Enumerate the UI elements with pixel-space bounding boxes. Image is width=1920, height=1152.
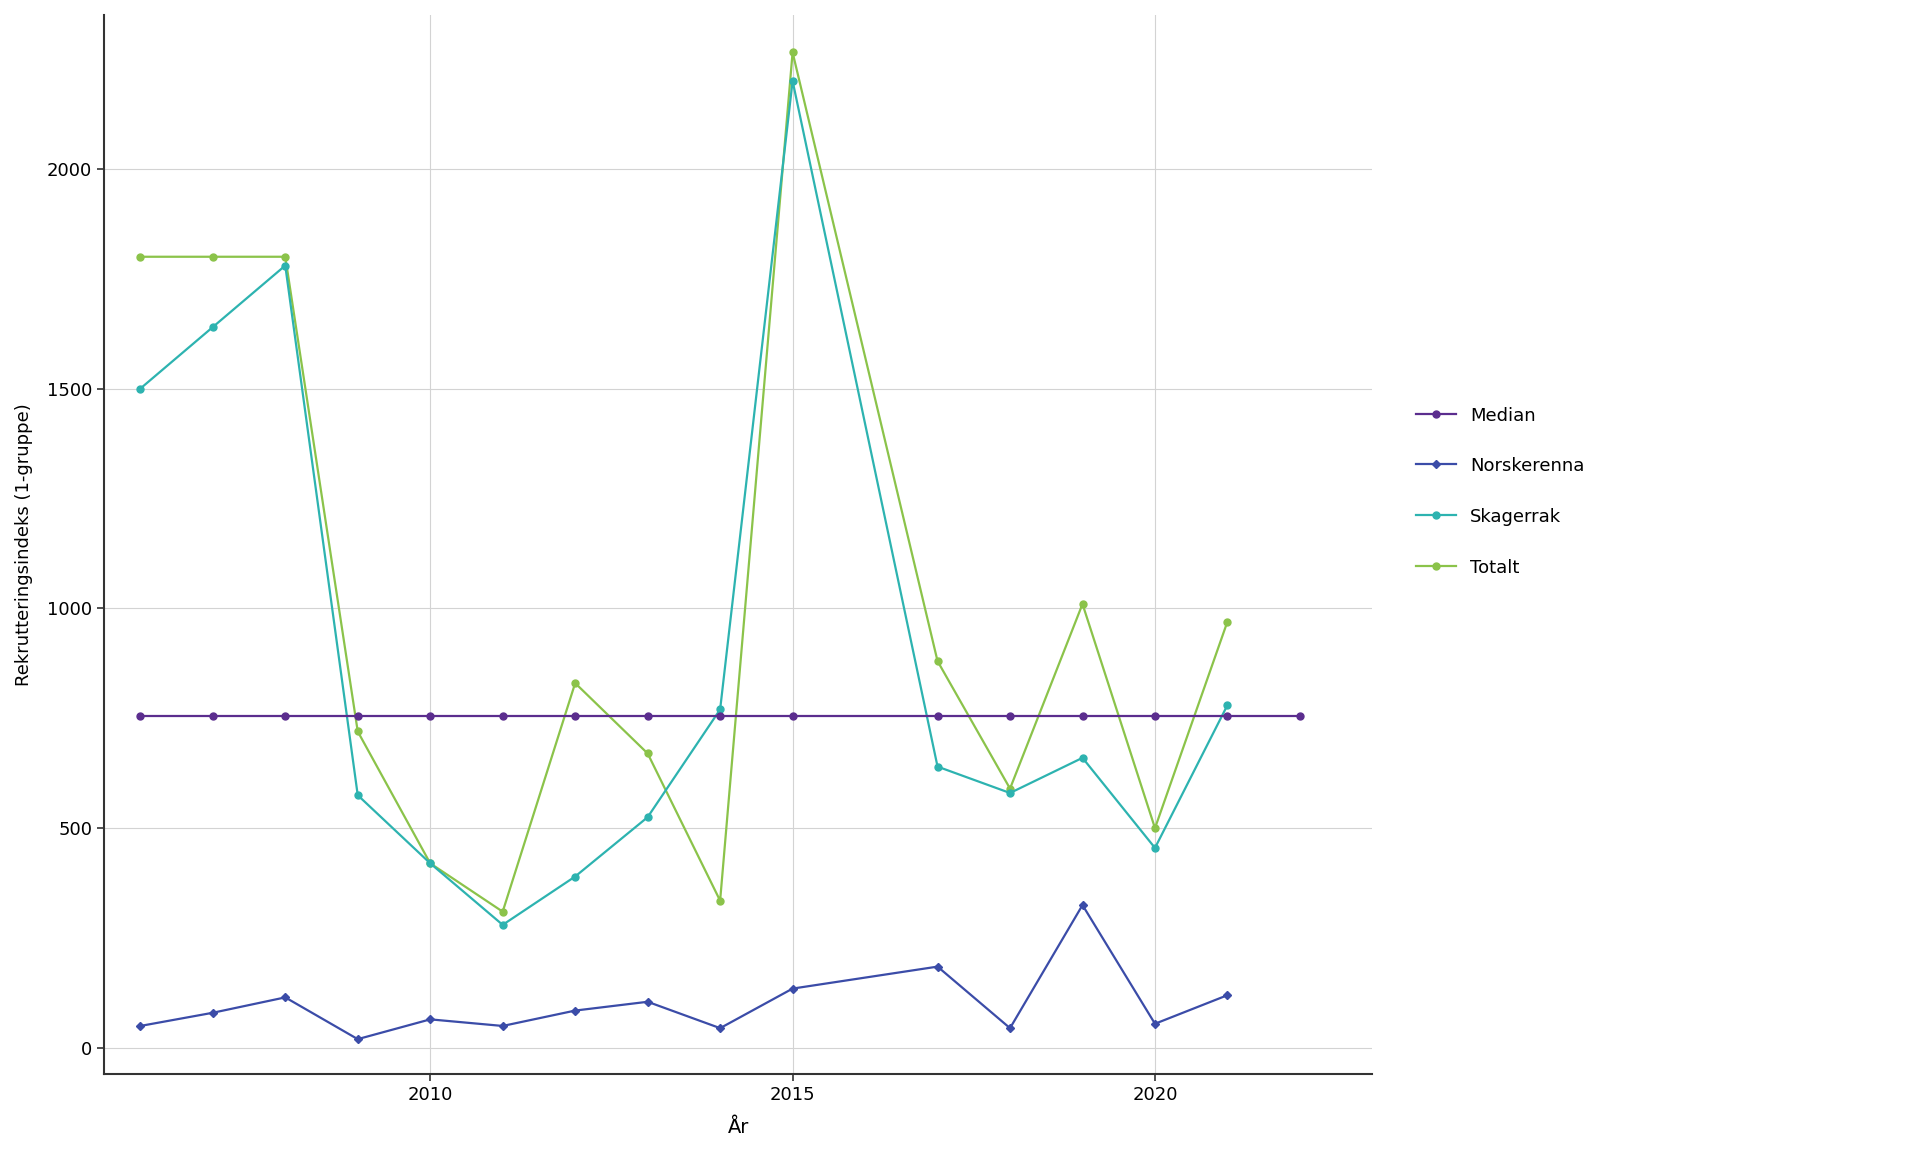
Median: [1215, 710, 1238, 723]
Totalt: [925, 654, 948, 668]
Totalt: [346, 725, 369, 738]
Skagerrak: [708, 703, 732, 717]
Median: [346, 710, 369, 723]
Totalt: [1215, 615, 1238, 629]
Skagerrak: [275, 259, 298, 273]
Median: [708, 710, 732, 723]
Norskerenna: [781, 982, 804, 995]
Norskerenna: [275, 991, 298, 1005]
Skagerrak: [129, 381, 152, 395]
Norskerenna: [636, 995, 659, 1009]
Skagerrak: [346, 788, 369, 802]
Totalt: [202, 250, 225, 264]
Norskerenna: [346, 1032, 369, 1046]
Legend: Median, Norskerenna, Skagerrak, Totalt: Median, Norskerenna, Skagerrak, Totalt: [1407, 397, 1594, 586]
Median: [564, 710, 588, 723]
Totalt: [129, 250, 152, 264]
X-axis label: År: År: [728, 1117, 749, 1137]
Skagerrak: [1144, 841, 1167, 855]
Median: [1288, 710, 1311, 723]
Y-axis label: Rekrutteringsindeks (1-gruppe): Rekrutteringsindeks (1-gruppe): [15, 403, 33, 687]
Totalt: [998, 782, 1021, 796]
Norskerenna: [564, 1003, 588, 1017]
Skagerrak: [998, 786, 1021, 799]
Totalt: [492, 904, 515, 918]
Median: [781, 710, 804, 723]
Norskerenna: [925, 960, 948, 973]
Median: [925, 710, 948, 723]
Skagerrak: [781, 74, 804, 88]
Skagerrak: [1071, 751, 1094, 765]
Median: [419, 710, 442, 723]
Line: Totalt: Totalt: [136, 48, 1231, 915]
Median: [129, 710, 152, 723]
Line: Norskerenna: Norskerenna: [138, 902, 1231, 1041]
Norskerenna: [1071, 899, 1094, 912]
Median: [492, 710, 515, 723]
Totalt: [1144, 821, 1167, 835]
Norskerenna: [419, 1013, 442, 1026]
Totalt: [419, 856, 442, 870]
Norskerenna: [202, 1006, 225, 1020]
Median: [1071, 710, 1094, 723]
Median: [998, 710, 1021, 723]
Skagerrak: [564, 870, 588, 884]
Norskerenna: [998, 1021, 1021, 1034]
Norskerenna: [1144, 1017, 1167, 1031]
Norskerenna: [492, 1020, 515, 1033]
Norskerenna: [1215, 988, 1238, 1002]
Totalt: [636, 746, 659, 760]
Norskerenna: [708, 1021, 732, 1034]
Median: [636, 710, 659, 723]
Totalt: [275, 250, 298, 264]
Norskerenna: [129, 1020, 152, 1033]
Line: Median: Median: [136, 713, 1304, 720]
Skagerrak: [925, 759, 948, 773]
Skagerrak: [492, 918, 515, 932]
Totalt: [564, 676, 588, 690]
Median: [202, 710, 225, 723]
Skagerrak: [202, 320, 225, 334]
Median: [1144, 710, 1167, 723]
Line: Skagerrak: Skagerrak: [136, 77, 1231, 929]
Totalt: [708, 894, 732, 908]
Skagerrak: [419, 856, 442, 870]
Totalt: [781, 45, 804, 59]
Skagerrak: [636, 810, 659, 824]
Totalt: [1071, 597, 1094, 611]
Skagerrak: [1215, 698, 1238, 712]
Median: [275, 710, 298, 723]
